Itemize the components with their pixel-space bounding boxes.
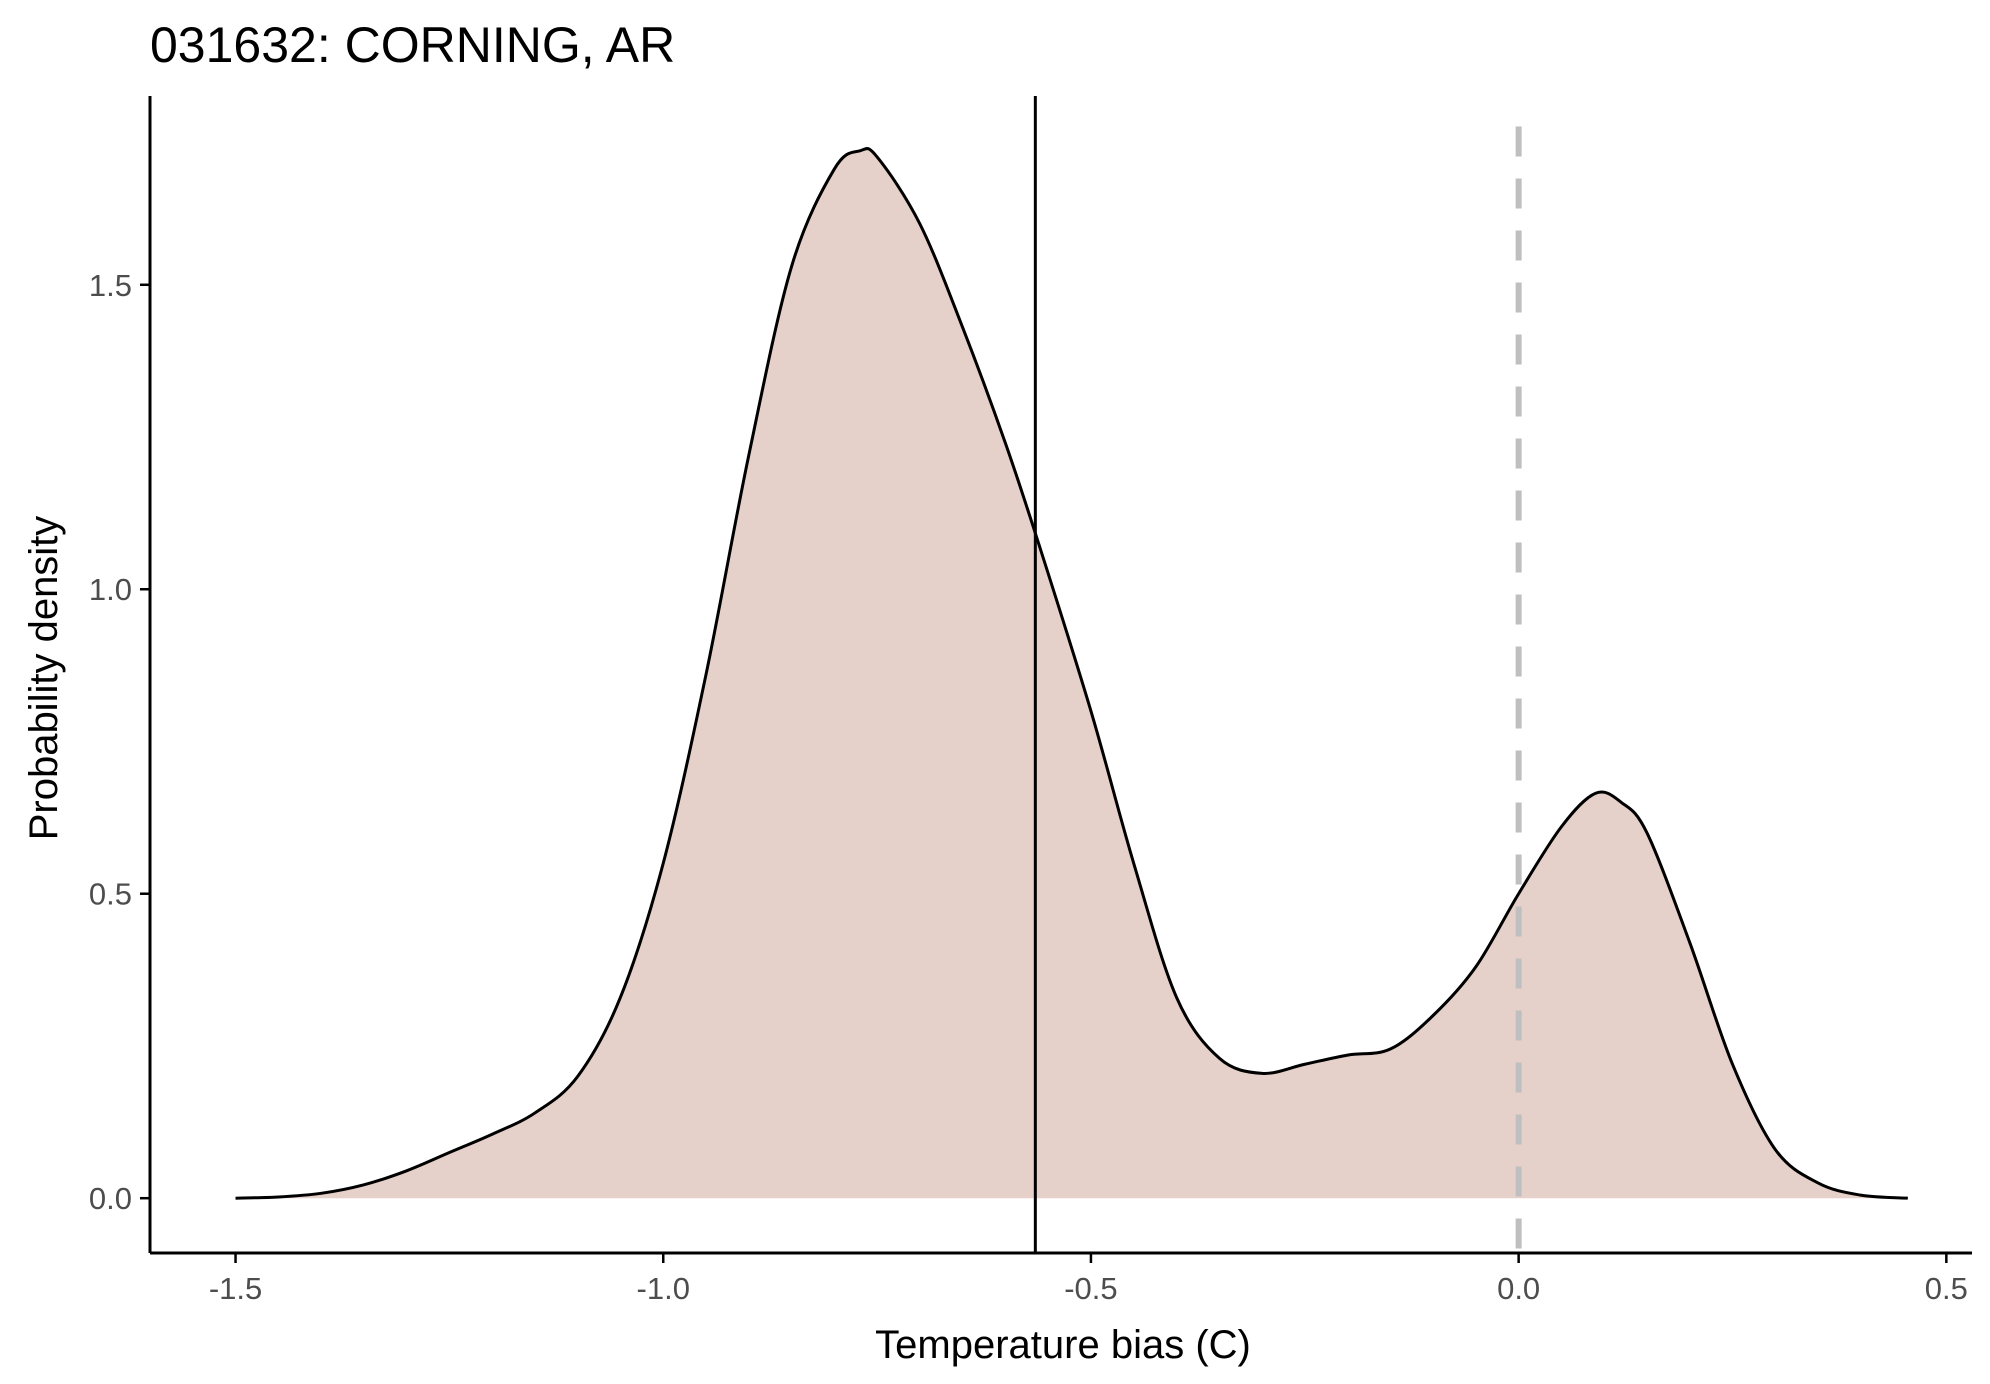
x-axis-title: Temperature bias (C) <box>875 1323 1251 1367</box>
x-tick-label: -1.0 <box>637 1271 690 1306</box>
y-tick-label: 0.5 <box>89 877 132 912</box>
x-tick-label: -1.5 <box>209 1271 262 1306</box>
y-tick-label: 1.0 <box>89 572 132 607</box>
x-tick-label: 0.5 <box>1925 1271 1968 1306</box>
x-tick-label: -0.5 <box>1064 1271 1117 1306</box>
y-tick-label: 1.5 <box>89 268 132 303</box>
y-axis-title: Probability density <box>22 516 66 841</box>
chart-title: 031632: CORNING, AR <box>150 17 675 73</box>
plot-area <box>235 96 1908 1253</box>
density-area <box>235 148 1908 1199</box>
axes: -1.5 -1.0 -0.5 0.0 0.5 0.0 0.5 1.0 1.5 <box>89 96 1972 1306</box>
x-tick-label: 0.0 <box>1497 1271 1540 1306</box>
density-curve <box>235 147 1908 1200</box>
y-tick-label: 0.0 <box>89 1181 132 1216</box>
